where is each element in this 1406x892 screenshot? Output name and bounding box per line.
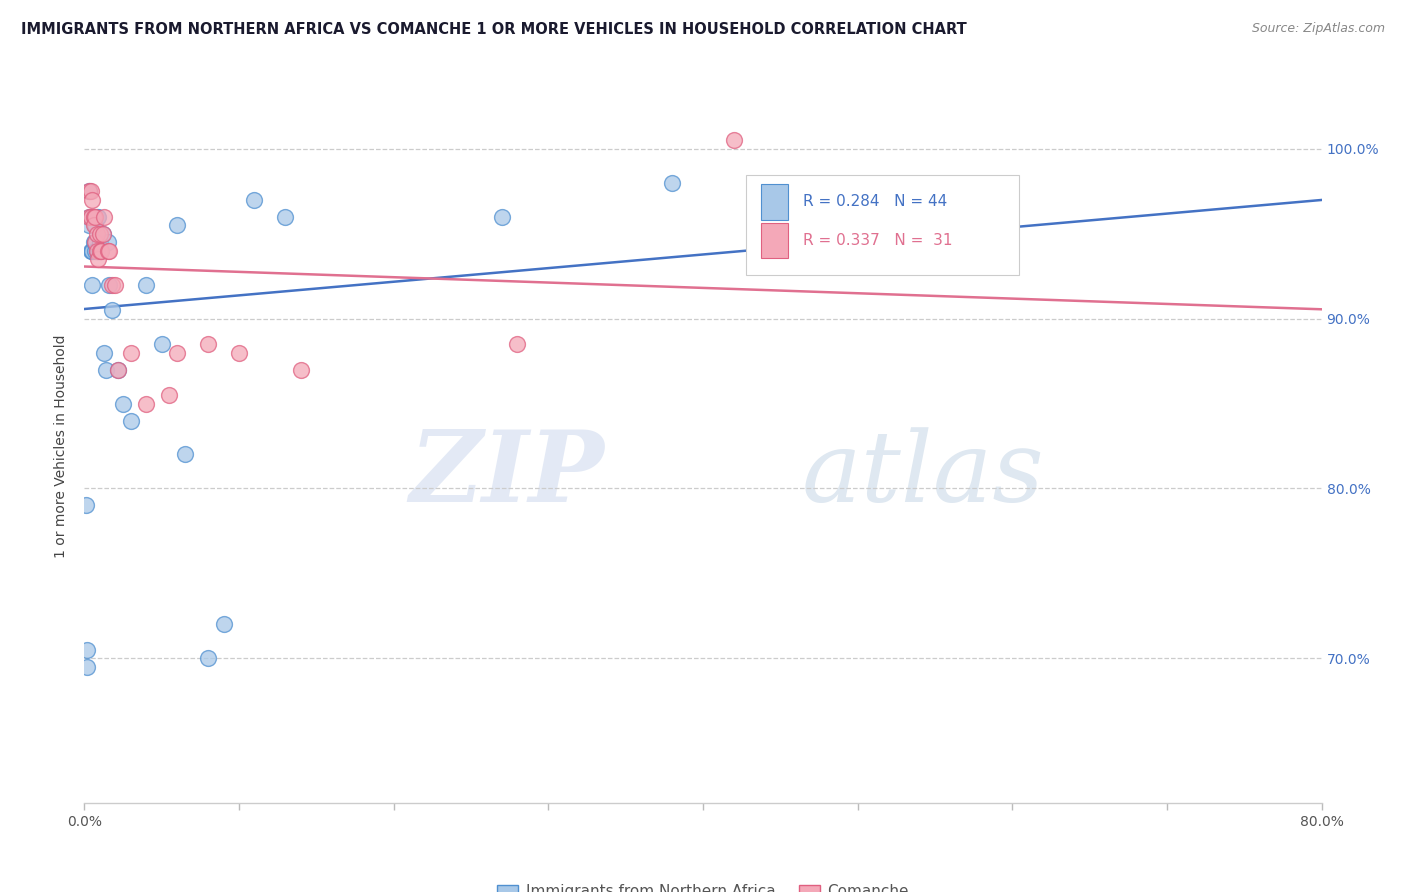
Point bbox=[112, 396, 135, 410]
Point bbox=[723, 133, 745, 147]
Point bbox=[86, 210, 108, 224]
Point bbox=[274, 210, 297, 224]
Point bbox=[89, 244, 111, 258]
Point bbox=[83, 210, 105, 224]
Point bbox=[197, 337, 219, 351]
Point bbox=[90, 244, 112, 258]
Point bbox=[290, 362, 312, 376]
Point bbox=[87, 252, 110, 266]
Point bbox=[97, 244, 120, 258]
Point bbox=[83, 210, 105, 224]
Point bbox=[93, 210, 115, 224]
Point bbox=[87, 210, 110, 224]
Point bbox=[76, 643, 98, 657]
Point bbox=[75, 499, 97, 513]
Point bbox=[150, 337, 173, 351]
Point bbox=[107, 362, 129, 376]
Text: R = 0.337   N =  31: R = 0.337 N = 31 bbox=[803, 233, 953, 248]
Point bbox=[97, 235, 120, 249]
Point bbox=[82, 244, 104, 258]
Point bbox=[77, 184, 100, 198]
Point bbox=[93, 345, 115, 359]
Point bbox=[243, 193, 266, 207]
Point bbox=[89, 235, 111, 249]
Point bbox=[120, 345, 142, 359]
Point bbox=[98, 244, 121, 258]
Point bbox=[82, 244, 104, 258]
Point bbox=[79, 210, 101, 224]
Bar bbox=[761, 223, 789, 259]
Text: ZIP: ZIP bbox=[409, 426, 605, 523]
Point bbox=[94, 362, 117, 376]
Point bbox=[101, 303, 124, 318]
Point bbox=[212, 617, 235, 632]
Point bbox=[86, 227, 108, 241]
Point bbox=[84, 235, 107, 249]
Point bbox=[86, 244, 108, 258]
Legend: Immigrants from Northern Africa, Comanche: Immigrants from Northern Africa, Comanch… bbox=[491, 879, 915, 892]
Point bbox=[135, 277, 157, 292]
Point bbox=[166, 218, 188, 232]
Text: IMMIGRANTS FROM NORTHERN AFRICA VS COMANCHE 1 OR MORE VEHICLES IN HOUSEHOLD CORR: IMMIGRANTS FROM NORTHERN AFRICA VS COMAN… bbox=[21, 22, 967, 37]
Bar bbox=[761, 184, 789, 219]
Point bbox=[82, 193, 104, 207]
Y-axis label: 1 or more Vehicles in Household: 1 or more Vehicles in Household bbox=[55, 334, 69, 558]
Point bbox=[79, 210, 101, 224]
Point bbox=[107, 362, 129, 376]
Point bbox=[91, 227, 114, 241]
Point bbox=[506, 337, 529, 351]
Point bbox=[90, 244, 112, 258]
Point bbox=[101, 277, 124, 292]
Point bbox=[166, 345, 188, 359]
Text: Source: ZipAtlas.com: Source: ZipAtlas.com bbox=[1251, 22, 1385, 36]
Point bbox=[135, 396, 157, 410]
Point bbox=[89, 227, 111, 241]
Point bbox=[89, 235, 111, 249]
Point bbox=[104, 277, 127, 292]
Point bbox=[77, 218, 100, 232]
Point bbox=[159, 388, 181, 402]
Point bbox=[77, 184, 100, 198]
Point bbox=[77, 210, 100, 224]
Point bbox=[91, 227, 114, 241]
Point bbox=[83, 218, 105, 232]
Point bbox=[491, 210, 513, 224]
Point bbox=[120, 413, 142, 427]
Point bbox=[174, 448, 197, 462]
Point bbox=[84, 210, 107, 224]
Point bbox=[84, 235, 107, 249]
Point bbox=[661, 176, 683, 190]
Point bbox=[77, 210, 100, 224]
Point bbox=[84, 218, 107, 232]
Point bbox=[79, 184, 101, 198]
Point bbox=[84, 244, 107, 258]
Text: atlas: atlas bbox=[801, 427, 1045, 522]
Text: R = 0.284   N = 44: R = 0.284 N = 44 bbox=[803, 194, 948, 210]
Point bbox=[98, 277, 121, 292]
Point bbox=[76, 660, 98, 674]
Point bbox=[79, 210, 101, 224]
Point bbox=[197, 651, 219, 665]
Point bbox=[86, 244, 108, 258]
Point bbox=[83, 235, 105, 249]
Point bbox=[79, 244, 101, 258]
Point bbox=[87, 244, 110, 258]
Point bbox=[82, 277, 104, 292]
Point bbox=[228, 345, 250, 359]
Point bbox=[83, 210, 105, 224]
FancyBboxPatch shape bbox=[747, 175, 1018, 275]
